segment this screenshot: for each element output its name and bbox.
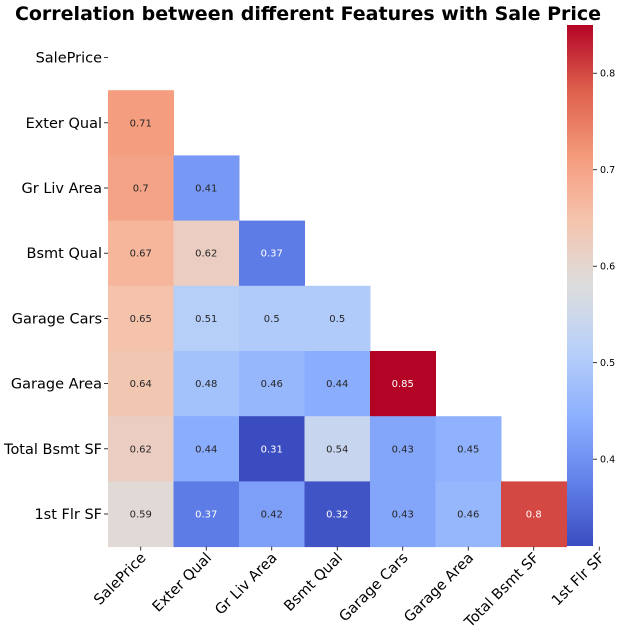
heatmap-cell [108,90,174,156]
cell-value-label: 0.41 [195,184,217,195]
heatmap-cell [173,155,240,222]
y-tick-label: Total Bsmt SF [3,442,102,458]
heatmap-cell [108,155,174,222]
colorbar-tick-label: 0.4 [600,455,615,466]
heatmap-cell [370,481,436,548]
y-tick-label: Garage Cars [12,311,102,327]
cell-value-label: 0.46 [457,510,479,521]
cell-value-label: 0.37 [195,510,217,521]
heatmap-cell [239,351,305,417]
cell-value-label: 0.45 [457,444,479,455]
heatmap-cell [501,481,567,548]
cell-value-label: 0.42 [261,510,283,521]
cell-value-label: 0.8 [526,510,542,521]
heatmap-cell [435,416,502,482]
cell-value-label: 0.67 [130,249,152,260]
colorbar-tick-label: 0.6 [600,262,615,273]
y-tick-label: SalePrice [36,51,102,67]
y-tick-label: Garage Area [11,377,102,393]
heatmap-cell [435,481,502,548]
cell-value-label: 0.44 [195,444,217,455]
cell-value-label: 0.37 [261,249,283,260]
cell-value-label: 0.43 [392,444,414,455]
cell-value-label: 0.71 [130,118,152,129]
cell-value-label: 0.48 [195,379,217,390]
cell-value-label: 0.62 [195,249,217,260]
heatmap-cell [108,416,174,482]
x-tick-label: SalePrice [91,550,149,608]
cell-value-label: 0.59 [130,510,152,521]
y-tick-label: Bsmt Qual [27,246,102,262]
cell-value-label: 0.51 [195,314,217,325]
x-tick-label: Exter Qual [150,550,215,615]
cell-value-label: 0.46 [261,379,283,390]
heatmap-cell [108,481,174,548]
heatmap-cell [173,481,240,548]
x-tick-label: Bsmt Qual [281,550,346,615]
x-tick-label: Gr Liv Area [212,550,280,618]
heatmap-cell [304,285,371,352]
cell-value-label: 0.85 [392,379,414,390]
heatmap-cell [108,351,174,417]
heatmap-cell [304,481,371,548]
y-axis: SalePrice Exter Qual Gr Liv Area Bsmt Qual G… [3,51,108,523]
heatmap-cell [239,481,305,548]
colorbar-tick-label: 0.8 [600,69,615,80]
heatmap-cell [173,285,240,352]
heatmap-cell [239,220,305,287]
heatmap-cell [173,351,240,417]
cell-value-label: 0.31 [261,444,283,455]
heatmap-cell [173,220,240,287]
heatmap-cell [370,416,436,482]
heatmap-cell [304,351,371,417]
colorbar-tick-label: 0.5 [600,358,615,369]
chart-title: Correlation between different Features w… [15,3,601,25]
heatmap-cell [370,351,436,417]
cell-value-label: 0.54 [326,444,348,455]
y-tick-label: 1st Flr SF [34,507,102,523]
heatmap-cell [108,285,174,352]
x-tick-label: 1st Flr SF [549,550,608,609]
cell-value-label: 0.5 [329,314,345,325]
cell-value-label: 0.62 [130,444,152,455]
heatmap-cell [239,285,305,352]
heatmap-cell [239,416,305,482]
heatmap-cell [304,416,371,482]
heatmap-cells: 0.71 0.7 0.41 0.67 0.62 0.37 0.65 0.51 0.5 0.5 0.6… [108,90,567,548]
heatmap-cell [173,416,240,482]
y-tick-label: Gr Liv Area [22,181,102,197]
colorbar-gradient [567,25,593,546]
x-tick-label: Garage Cars [336,550,411,625]
cell-value-label: 0.5 [264,314,280,325]
cell-value-label: 0.64 [130,379,152,390]
cell-value-label: 0.65 [130,314,152,325]
cell-value-label: 0.32 [326,510,348,521]
cell-value-label: 0.7 [133,184,149,195]
heatmap-cell [108,220,174,287]
colorbar-ticks: 0.4 0.5 0.6 0.7 0.8 [593,69,615,466]
colorbar: 0.4 0.5 0.6 0.7 0.8 [567,25,615,546]
cell-value-label: 0.43 [392,510,414,521]
y-tick-label: Exter Qual [26,116,102,132]
cell-value-label: 0.44 [326,379,348,390]
colorbar-tick-label: 0.7 [600,165,615,176]
